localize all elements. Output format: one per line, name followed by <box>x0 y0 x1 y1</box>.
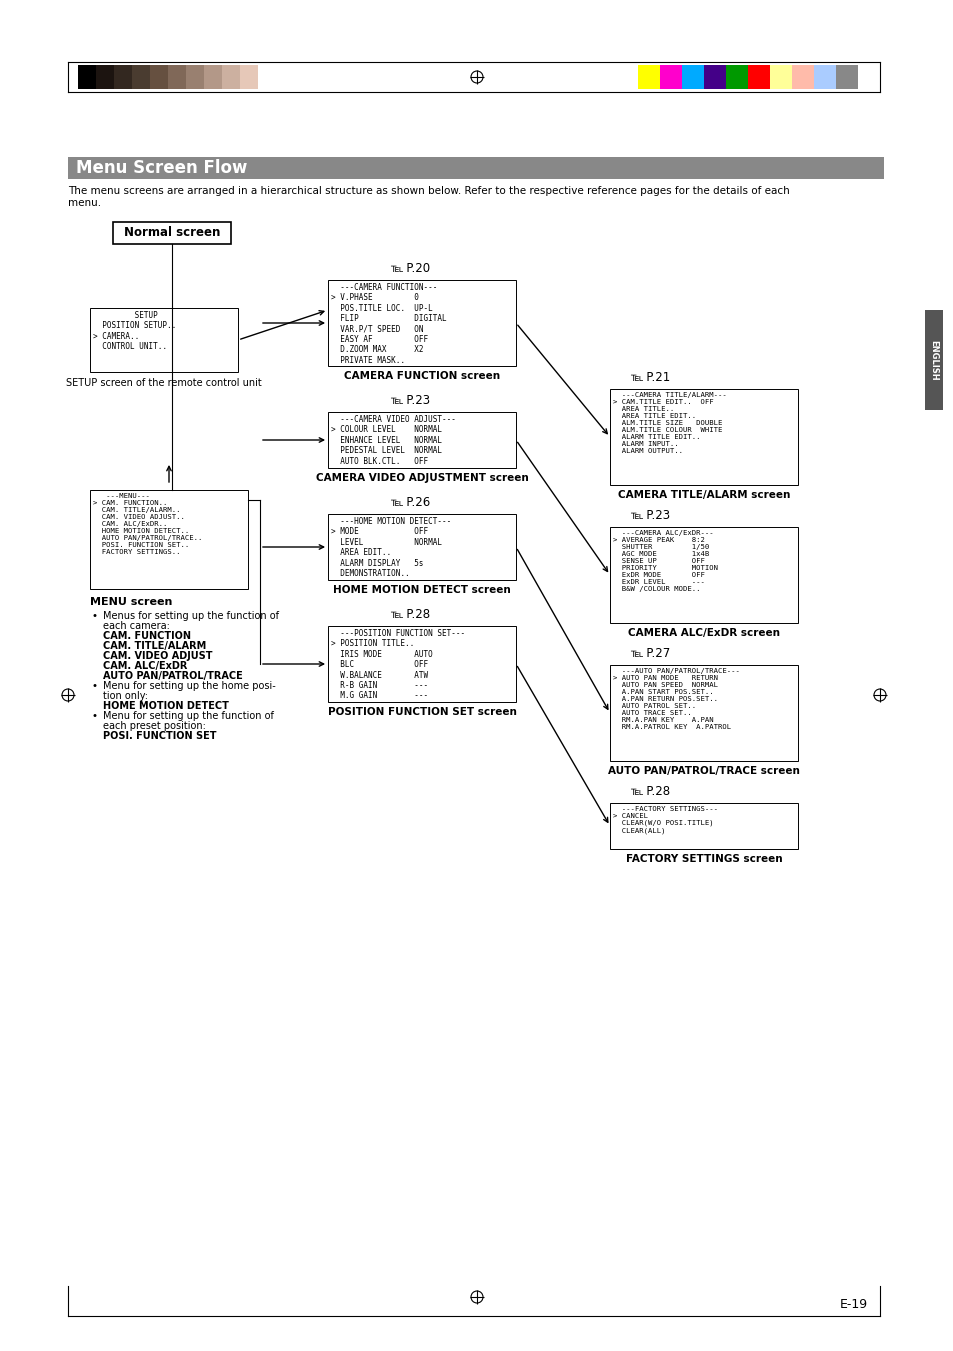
Bar <box>113 65 132 89</box>
Text: CAMERA ALC/ExDR screen: CAMERA ALC/ExDR screen <box>627 628 780 638</box>
Text: ℡ P.23: ℡ P.23 <box>629 509 669 521</box>
Bar <box>90 308 237 372</box>
Text: Menu Screen Flow: Menu Screen Flow <box>76 159 247 177</box>
Text: ---CAMERA TITLE/ALARM---
> CAM.TITLE EDIT..  OFF
  AREA TITLE..
  AREA TITLE EDI: ---CAMERA TITLE/ALARM--- > CAM.TITLE EDI… <box>613 392 726 454</box>
Text: ---POSITION FUNCTION SET---
> POSITION TITLE..
  IRIS MODE       AUTO
  BLC     : ---POSITION FUNCTION SET--- > POSITION T… <box>331 630 465 700</box>
Text: FACTORY SETTINGS screen: FACTORY SETTINGS screen <box>625 854 781 865</box>
Text: Normal screen: Normal screen <box>124 227 220 239</box>
Text: ---CAMERA VIDEO ADJUST---
> COLOUR LEVEL    NORMAL
  ENHANCE LEVEL   NORMAL
  PE: ---CAMERA VIDEO ADJUST--- > COLOUR LEVEL… <box>331 415 456 466</box>
Text: ---FACTORY SETTINGS---
> CANCEL
  CLEAR(W/O POSI.TITLE)
  CLEAR(ALL): ---FACTORY SETTINGS--- > CANCEL CLEAR(W/… <box>613 807 718 834</box>
Text: •: • <box>91 611 98 621</box>
Bar <box>328 513 516 580</box>
Text: SETUP screen of the remote control unit: SETUP screen of the remote control unit <box>66 378 262 388</box>
Text: AUTO PAN/PATROL/TRACE screen: AUTO PAN/PATROL/TRACE screen <box>607 766 800 775</box>
Text: ℡ P.27: ℡ P.27 <box>629 647 670 661</box>
Bar <box>257 65 275 89</box>
Bar <box>168 65 186 89</box>
Text: ℡ P.26: ℡ P.26 <box>390 496 430 509</box>
Text: ---HOME MOTION DETECT---
> MODE            OFF
  LEVEL           NORMAL
  AREA E: ---HOME MOTION DETECT--- > MODE OFF LEVE… <box>331 517 451 578</box>
Bar <box>659 65 681 89</box>
Text: HOME MOTION DETECT screen: HOME MOTION DETECT screen <box>333 585 511 594</box>
Bar <box>924 309 942 409</box>
Text: POSITION FUNCTION SET screen: POSITION FUNCTION SET screen <box>327 707 516 717</box>
Text: •: • <box>91 711 98 721</box>
Text: E-19: E-19 <box>840 1298 867 1312</box>
Text: CAMERA VIDEO ADJUSTMENT screen: CAMERA VIDEO ADJUSTMENT screen <box>315 473 528 484</box>
Text: ℡ P.20: ℡ P.20 <box>390 262 430 276</box>
Text: •: • <box>91 681 98 690</box>
Text: MENU screen: MENU screen <box>90 597 172 607</box>
Bar <box>222 65 240 89</box>
Bar <box>835 65 857 89</box>
Text: ℡ P.28: ℡ P.28 <box>629 785 669 798</box>
Text: The menu screens are arranged in a hierarchical structure as shown below. Refer : The menu screens are arranged in a hiera… <box>68 186 789 208</box>
Bar <box>328 412 516 467</box>
Text: ℡ P.21: ℡ P.21 <box>629 372 670 384</box>
Text: Menu for setting up the home posi-: Menu for setting up the home posi- <box>103 681 275 690</box>
Bar <box>328 626 516 703</box>
Bar <box>78 65 96 89</box>
Text: CAM. FUNCTION: CAM. FUNCTION <box>103 631 191 640</box>
Text: CAM. TITLE/ALARM: CAM. TITLE/ALARM <box>103 640 206 651</box>
Text: ---MENU---
> CAM. FUNCTION..
  CAM. TITLE/ALARM..
  CAM. VIDEO ADJUST..
  CAM. A: ---MENU--- > CAM. FUNCTION.. CAM. TITLE/… <box>92 493 202 555</box>
Bar <box>204 65 222 89</box>
Bar <box>609 802 797 848</box>
Text: each preset position:: each preset position: <box>103 721 206 731</box>
Text: ---CAMERA FUNCTION---
> V.PHASE         0
  POS.TITLE LOC.  UP-L
  FLIP         : ---CAMERA FUNCTION--- > V.PHASE 0 POS.TI… <box>331 282 446 365</box>
Bar <box>725 65 747 89</box>
Bar <box>609 527 797 623</box>
Bar <box>132 65 150 89</box>
Text: AUTO PAN/PATROL/TRACE: AUTO PAN/PATROL/TRACE <box>103 671 242 681</box>
Bar <box>638 65 659 89</box>
Text: ℡ P.28: ℡ P.28 <box>390 608 430 621</box>
Text: ENGLISH: ENGLISH <box>928 339 938 381</box>
Bar <box>328 280 516 366</box>
Text: POSI. FUNCTION SET: POSI. FUNCTION SET <box>103 731 216 740</box>
Text: ℡ P.23: ℡ P.23 <box>390 394 430 407</box>
Bar <box>769 65 791 89</box>
Text: tion only:: tion only: <box>103 690 148 701</box>
Bar <box>90 490 248 589</box>
Text: CAM. ALC/ExDR: CAM. ALC/ExDR <box>103 661 187 671</box>
Text: CAMERA FUNCTION screen: CAMERA FUNCTION screen <box>344 372 499 381</box>
Bar <box>96 65 113 89</box>
Bar <box>150 65 168 89</box>
Bar <box>747 65 769 89</box>
Bar <box>609 665 797 761</box>
Bar <box>186 65 204 89</box>
Bar <box>703 65 725 89</box>
Bar <box>791 65 813 89</box>
Text: ---AUTO PAN/PATROL/TRACE---
> AUTO PAN MODE   RETURN
  AUTO PAN SPEED  NORMAL
  : ---AUTO PAN/PATROL/TRACE--- > AUTO PAN M… <box>613 667 740 730</box>
Text: HOME MOTION DETECT: HOME MOTION DETECT <box>103 701 229 711</box>
Text: ---CAMERA ALC/ExDR---
> AVERAGE PEAK    8:2
  SHUTTER         1/50
  AGC MODE   : ---CAMERA ALC/ExDR--- > AVERAGE PEAK 8:2… <box>613 530 718 592</box>
Text: SETUP
  POSITION SETUP..
> CAMERA..
  CONTROL UNIT..: SETUP POSITION SETUP.. > CAMERA.. CONTRO… <box>92 311 176 351</box>
Text: CAMERA TITLE/ALARM screen: CAMERA TITLE/ALARM screen <box>618 490 789 500</box>
Text: CAM. VIDEO ADJUST: CAM. VIDEO ADJUST <box>103 651 213 661</box>
Bar <box>609 389 797 485</box>
Text: Menu for setting up the function of: Menu for setting up the function of <box>103 711 274 721</box>
Bar <box>681 65 703 89</box>
Text: Menus for setting up the function of: Menus for setting up the function of <box>103 611 278 621</box>
Bar <box>112 222 231 245</box>
Bar <box>68 157 883 178</box>
Bar <box>240 65 257 89</box>
Bar <box>813 65 835 89</box>
Text: each camera:: each camera: <box>103 621 170 631</box>
